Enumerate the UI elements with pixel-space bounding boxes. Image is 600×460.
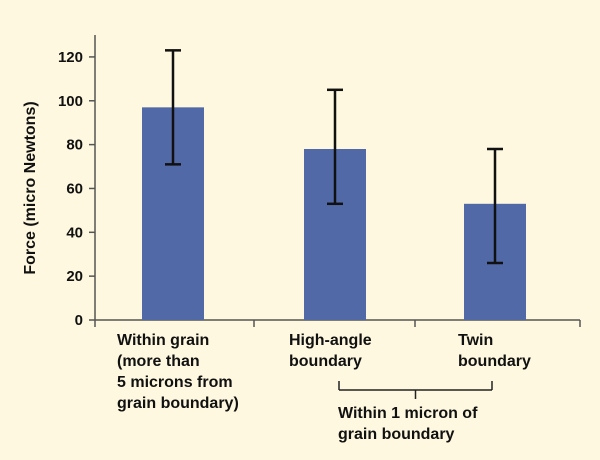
x-category-label: High-angle	[289, 332, 372, 349]
group-annotation-label: Within 1 micron of	[338, 405, 478, 422]
y-axis-label: Force (micro Newtons)	[22, 101, 39, 274]
group-annotation: Within 1 micron of grain boundary	[338, 381, 493, 443]
group-annotation-label: grain boundary	[338, 426, 455, 443]
x-category-label: grain boundary)	[117, 395, 239, 412]
y-tick-label: 40	[66, 224, 83, 241]
y-tick-label: 0	[75, 312, 83, 329]
y-axis-title: Force (micro Newtons)	[22, 101, 39, 274]
y-tick-label: 100	[58, 93, 83, 110]
x-category-label: boundary	[289, 353, 362, 370]
x-category-label: (more than	[117, 353, 200, 370]
x-category-label: Twin	[458, 332, 493, 349]
y-tick-label: 20	[66, 268, 83, 285]
y-tick-label: 80	[66, 137, 83, 154]
x-axis-ticks	[94, 320, 581, 327]
x-category-label: boundary	[458, 353, 531, 370]
y-tick-label: 120	[58, 49, 83, 66]
y-tick-label: 60	[66, 180, 83, 197]
category-labels: Within grain (more than 5 microns from grai…	[117, 332, 531, 412]
error-bars	[165, 49, 503, 265]
x-category-label: Within grain	[117, 332, 209, 349]
x-category-label: 5 microns from	[117, 374, 233, 391]
y-axis: 0 20 40 60 80 100 120	[58, 49, 95, 329]
